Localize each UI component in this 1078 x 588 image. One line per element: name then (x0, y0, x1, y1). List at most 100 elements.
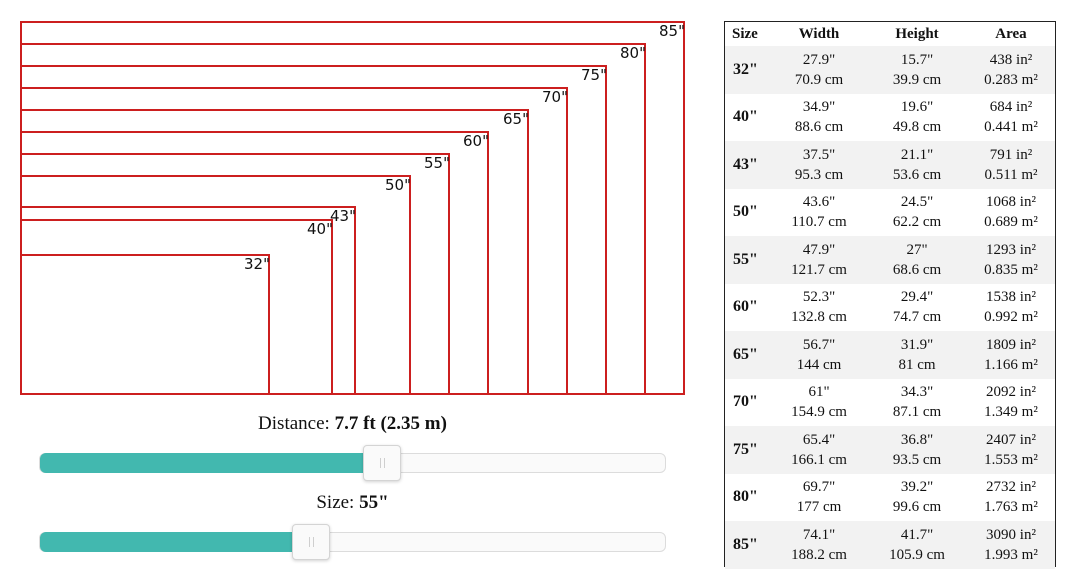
area-sq-inches: 684 in² (989, 99, 1033, 116)
height-cell: 41.7" 105.9 cm (867, 521, 967, 569)
width-cm: 154.9 cm (791, 404, 847, 421)
tv-size-label-55: 55" (424, 154, 450, 172)
table-header-row: Size Width Height Area (725, 22, 1055, 46)
width-cell: 69.7" 177 cm (771, 474, 867, 522)
distance-label: Distance: (258, 413, 330, 434)
area-sq-inches: 1293 in² (986, 241, 1036, 258)
area-sq-inches: 1809 in² (986, 336, 1036, 353)
height-cell: 24.5" 62.2 cm (867, 189, 967, 237)
area-sq-meters: 1.553 m² (984, 451, 1038, 468)
area-sq-inches: 438 in² (989, 51, 1033, 68)
width-inches: 37.5" (802, 146, 836, 163)
height-cm: 81 cm (898, 356, 936, 373)
distance-slider-handle[interactable] (363, 445, 401, 481)
height-cell: 31.9" 81 cm (867, 331, 967, 379)
header-width: Width (798, 25, 840, 42)
area-sq-meters: 0.441 m² (984, 119, 1038, 136)
tv-outline-32 (20, 254, 270, 395)
height-inches: 29.4" (900, 289, 934, 306)
height-cell: 34.3" 87.1 cm (867, 379, 967, 427)
height-cm: 39.9 cm (892, 71, 942, 88)
area-cell: 1809 in² 1.166 m² (967, 331, 1055, 379)
size-cell: 70" (733, 393, 758, 411)
height-cm: 93.5 cm (892, 451, 942, 468)
tv-size-label-80: 80" (620, 44, 646, 62)
height-cm: 62.2 cm (892, 214, 942, 231)
height-cell: 15.7" 39.9 cm (867, 46, 967, 94)
size-slider-fill (40, 532, 311, 552)
area-sq-meters: 1.763 m² (984, 499, 1038, 516)
size-value: 55" (359, 492, 389, 513)
area-cell: 684 in² 0.441 m² (967, 94, 1055, 142)
area-sq-meters: 0.511 m² (984, 166, 1038, 183)
height-cell: 19.6" 49.8 cm (867, 94, 967, 142)
size-cell: 50" (733, 203, 758, 221)
height-cm: 105.9 cm (889, 546, 945, 563)
width-inches: 56.7" (802, 336, 836, 353)
size-slider-handle[interactable] (292, 524, 330, 560)
height-cm: 53.6 cm (892, 166, 942, 183)
height-cm: 49.8 cm (892, 119, 942, 136)
tv-size-label-32: 32" (244, 255, 270, 273)
area-cell: 1538 in² 0.992 m² (967, 284, 1055, 332)
area-sq-inches: 3090 in² (986, 526, 1036, 543)
table-row: 43" 37.5" 95.3 cm 21.1" 53.6 cm 791 in² 0.511 … (725, 141, 1055, 189)
width-cell: 34.9" 88.6 cm (771, 94, 867, 142)
width-inches: 34.9" (802, 99, 836, 116)
width-inches: 27.9" (802, 51, 836, 68)
height-cm: 87.1 cm (892, 404, 942, 421)
tv-size-label-50: 50" (385, 176, 411, 194)
area-cell: 2092 in² 1.349 m² (967, 379, 1055, 427)
size-label: Size: (316, 492, 355, 513)
table-row: 32" 27.9" 70.9 cm 15.7" 39.9 cm 438 in² 0.283 … (725, 46, 1055, 94)
width-cell: 52.3" 132.8 cm (771, 284, 867, 332)
width-cm: 88.6 cm (794, 119, 844, 136)
header-area: Area (995, 25, 1027, 42)
width-cm: 110.7 cm (791, 214, 847, 231)
size-cell: 85" (725, 521, 771, 569)
area-cell: 791 in² 0.511 m² (967, 141, 1055, 189)
size-caption: Size: 55" (20, 492, 685, 514)
width-inches: 47.9" (802, 241, 836, 258)
height-cm: 68.6 cm (892, 261, 942, 278)
area-sq-meters: 1.993 m² (984, 546, 1038, 563)
size-slider[interactable] (39, 524, 666, 560)
area-cell: 2407 in² 1.553 m² (967, 426, 1055, 474)
height-inches: 15.7" (900, 51, 934, 68)
area-sq-meters: 0.835 m² (984, 261, 1038, 278)
header-height: Height (895, 25, 939, 42)
distance-slider-fill (40, 453, 382, 473)
area-sq-inches: 2732 in² (986, 479, 1036, 496)
tv-size-label-75: 75" (581, 66, 607, 84)
table-row: 85" 74.1" 188.2 cm 41.7" 105.9 cm 3090 in² 1.9… (725, 521, 1055, 569)
distance-slider[interactable] (39, 445, 666, 481)
area-sq-meters: 0.689 m² (984, 214, 1038, 231)
width-cell: 74.1" 188.2 cm (771, 521, 867, 569)
table-row: 40" 34.9" 88.6 cm 19.6" 49.8 cm 684 in² 0.441 … (725, 94, 1055, 142)
area-cell: 3090 in² 1.993 m² (967, 521, 1055, 569)
width-inches: 69.7" (802, 479, 836, 496)
width-cell: 27.9" 70.9 cm (771, 46, 867, 94)
width-inches: 65.4" (802, 431, 836, 448)
width-cell: 43.6" 110.7 cm (771, 189, 867, 237)
tv-size-label-40: 40" (307, 220, 333, 238)
width-cm: 95.3 cm (794, 166, 844, 183)
height-inches: 27" (906, 241, 928, 258)
size-cell: 32" (725, 46, 771, 94)
area-sq-inches: 1538 in² (986, 289, 1036, 306)
area-cell: 438 in² 0.283 m² (967, 46, 1055, 94)
tv-size-diagram: 85" 80" 75" 70" 65" 60" 55" 50" 43" 40" 32" (0, 0, 700, 400)
size-cell: 65" (725, 331, 771, 379)
area-cell: 1293 in² 0.835 m² (967, 236, 1055, 284)
size-cell: 60" (733, 298, 758, 316)
width-cell: 56.7" 144 cm (771, 331, 867, 379)
height-cell: 39.2" 99.6 cm (867, 474, 967, 522)
area-sq-inches: 791 in² (989, 146, 1033, 163)
height-cell: 21.1" 53.6 cm (867, 141, 967, 189)
height-inches: 34.3" (900, 384, 934, 401)
width-cm: 70.9 cm (794, 71, 844, 88)
width-cm: 177 cm (796, 499, 842, 516)
area-sq-meters: 0.283 m² (984, 71, 1038, 88)
width-inches: 74.1" (802, 526, 836, 543)
height-inches: 41.7" (900, 526, 934, 543)
